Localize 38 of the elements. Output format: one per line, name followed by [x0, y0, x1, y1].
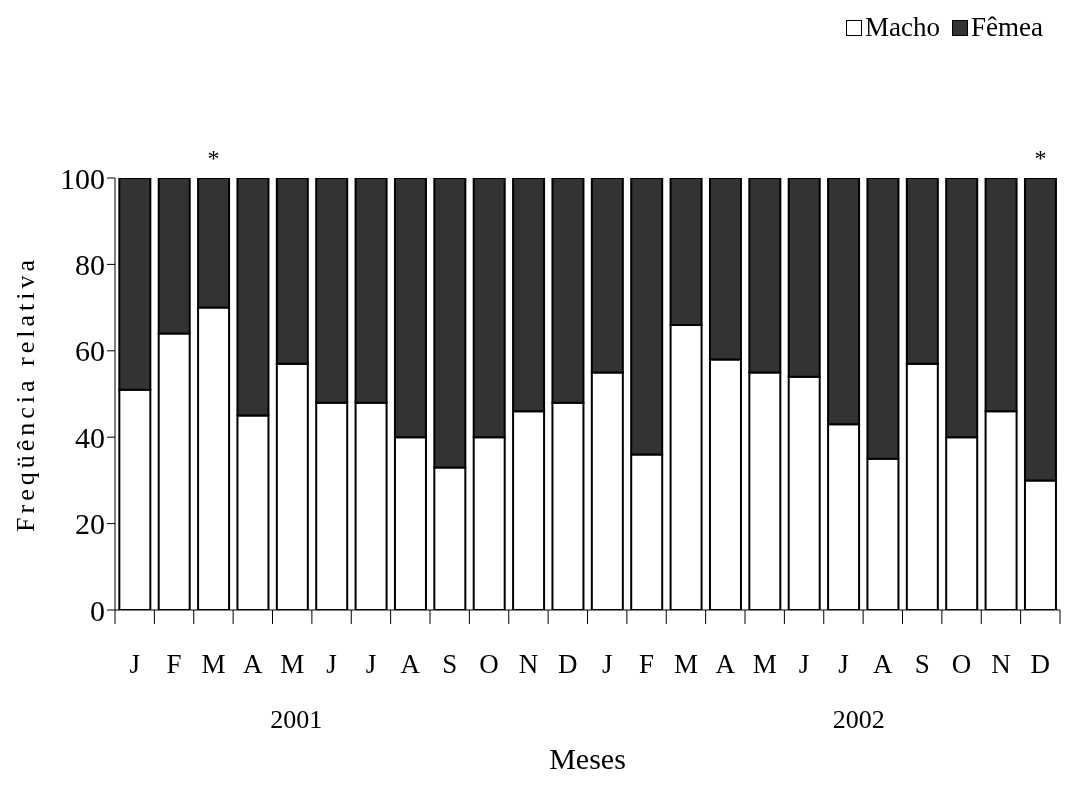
x-tick-label: F [639, 649, 655, 679]
x-tick-label: M [201, 649, 226, 679]
x-tick-label: A [873, 649, 894, 679]
y-tick-label: 20 [75, 507, 105, 541]
x-tick-label: A [243, 649, 264, 679]
x-tick-label: J [326, 649, 337, 679]
x-tick-label: A [400, 649, 421, 679]
y-axis-title: Freqüência relativa [11, 256, 41, 532]
x-tick-label: M [280, 649, 305, 679]
text: 2002 [831, 705, 886, 735]
x-tick-label: D [558, 649, 578, 679]
y-tick-label: 80 [75, 248, 105, 282]
x-tick-label: J [838, 649, 849, 679]
x-tick-label: S [442, 649, 458, 679]
x-tick-label: F [166, 649, 182, 679]
y-tick-label: 40 [75, 420, 105, 454]
x-tick-label: M [752, 649, 777, 679]
x-tick-label: A [715, 649, 736, 679]
y-tick-label: 60 [75, 334, 105, 368]
legend-label: Macho [865, 12, 941, 43]
x-tick-label: D [1030, 649, 1051, 679]
x-tick-label: M [673, 649, 698, 679]
x-tick-label: J [365, 649, 377, 679]
x-tick-label: O [479, 649, 499, 679]
text: 2001 [269, 705, 324, 735]
data-label: * [1034, 145, 1047, 171]
x-tick-label: J [798, 649, 810, 679]
x-tick-label: J [129, 649, 140, 679]
x-tick-label: S [914, 649, 930, 679]
y-tick-label: 100 [60, 161, 105, 195]
x-tick-label: J [601, 649, 613, 679]
legend-label: Fêmea [971, 12, 1043, 43]
data-label: * [207, 145, 220, 171]
x-tick-label: N [518, 649, 539, 679]
x-tick-label: O [951, 649, 972, 679]
x-axis-title: Meses [548, 742, 627, 776]
y-tick-label: 0 [90, 593, 105, 627]
x-tick-label: N [991, 649, 1011, 679]
